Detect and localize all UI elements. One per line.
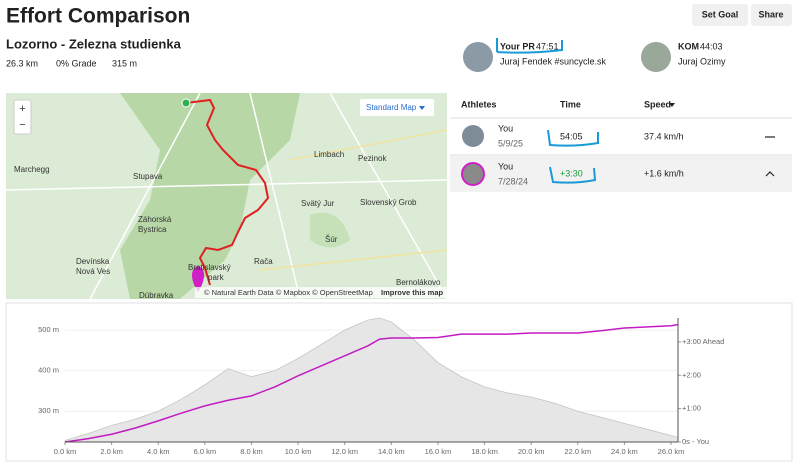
header: Time — [560, 99, 581, 109]
map-style-button[interactable]: Standard Map — [366, 103, 417, 112]
elevation-chart: 300 m 400 m 500 m 0s - You +1:00 +2:00 +3:00 A… — [38, 317, 724, 456]
x-tick-label: 22.0 km — [564, 447, 591, 456]
header[interactable]: Speed — [644, 99, 671, 109]
stat: 315 m — [112, 58, 137, 68]
kom-label: KOM — [678, 41, 699, 51]
segment-name: Lozorno - Zelezna studienka — [6, 36, 182, 51]
map[interactable]: Standard Map + − Marchegg Stupava Záhors… — [5, 92, 448, 300]
place: Stupava — [133, 172, 163, 181]
share-button[interactable] — [751, 4, 792, 26]
place: Šúr — [325, 235, 338, 244]
stat: 0% Grade — [56, 58, 97, 68]
x-tick-label: 16.0 km — [425, 447, 452, 456]
athlete-name: You — [498, 161, 513, 171]
avatar — [641, 42, 671, 72]
kom-athlete: Juraj Ozimy — [678, 56, 726, 66]
place: Bystrica — [138, 225, 167, 234]
x-tick-label: 8.0 km — [240, 447, 263, 456]
place: Svätý Jur — [301, 199, 335, 208]
athletes-table: Athletes Time Speed You 5/9/25 54:05 37.… — [450, 99, 792, 192]
x-tick-label: 14.0 km — [378, 447, 405, 456]
date: 5/9/25 — [498, 138, 523, 148]
y2-tick-label: +2:00 — [682, 370, 701, 379]
zoom-out[interactable]: − — [19, 119, 25, 131]
place: Záhorská — [138, 215, 172, 224]
y-tick-label: 400 m — [38, 366, 59, 375]
date: 7/28/24 — [498, 176, 528, 186]
speed: +1.6 km/h — [644, 168, 684, 178]
y2-tick-label: +3:00 Ahead — [682, 337, 724, 346]
speed: 37.4 km/h — [644, 131, 684, 141]
x-tick-label: 20.0 km — [518, 447, 545, 456]
share-label[interactable]: Share — [758, 9, 783, 19]
stat: 26.3 km — [6, 58, 38, 68]
place: Rača — [254, 257, 273, 266]
place: Devínska — [76, 257, 110, 266]
time: +3:30 — [560, 168, 583, 178]
chart-frame — [5, 302, 793, 462]
annotation — [496, 38, 563, 54]
place: Pezinok — [358, 154, 387, 163]
attribution: © Natural Earth Data © Mapbox © OpenStre… — [204, 288, 373, 297]
x-tick-label: 26.0 km — [658, 447, 685, 456]
place: Slovenský Grob — [360, 198, 417, 207]
kom-time: 44:03 — [700, 41, 723, 51]
pr-label: Your PR — [500, 41, 535, 51]
y-tick-label: 300 m — [38, 406, 59, 415]
header: Athletes — [461, 99, 497, 109]
avatar — [461, 162, 485, 186]
set-goal-button[interactable] — [692, 4, 748, 26]
pr-athlete: Juraj Fendek #suncycle.sk — [500, 56, 607, 66]
y2-tick-label: +1:00 — [682, 404, 701, 413]
page-title: Effort Comparison — [6, 5, 190, 28]
place: Limbach — [314, 150, 344, 159]
place: Bernolákovo — [396, 278, 441, 287]
x-tick-label: 2.0 km — [100, 447, 123, 456]
avatar — [463, 42, 493, 72]
place: park — [208, 273, 225, 282]
y-tick-label: 500 m — [38, 325, 59, 334]
place: Bratislavský — [188, 263, 231, 272]
y2-tick-label: 0s - You — [682, 437, 709, 446]
place: Dúbravka — [139, 291, 174, 300]
place: Marchegg — [14, 165, 50, 174]
x-tick-label: 0.0 km — [54, 447, 77, 456]
x-tick-label: 18.0 km — [471, 447, 498, 456]
x-tick-label: 24.0 km — [611, 447, 638, 456]
selected-row[interactable] — [450, 156, 792, 192]
athlete-name: You — [498, 123, 513, 133]
x-tick-label: 12.0 km — [331, 447, 358, 456]
improve-map[interactable]: Improve this map — [381, 288, 444, 297]
x-tick-label: 4.0 km — [147, 447, 170, 456]
place: Nová Ves — [76, 267, 110, 276]
x-tick-label: 10.0 km — [285, 447, 312, 456]
pr-time: 47:51 — [536, 41, 559, 51]
set-goal-label[interactable]: Set Goal — [702, 9, 739, 19]
time-gap-line — [64, 323, 679, 443]
avatar — [462, 125, 484, 147]
time: 54:05 — [560, 131, 583, 141]
elevation-area — [64, 317, 679, 443]
x-tick-label: 6.0 km — [194, 447, 217, 456]
zoom-in[interactable]: + — [19, 103, 25, 115]
